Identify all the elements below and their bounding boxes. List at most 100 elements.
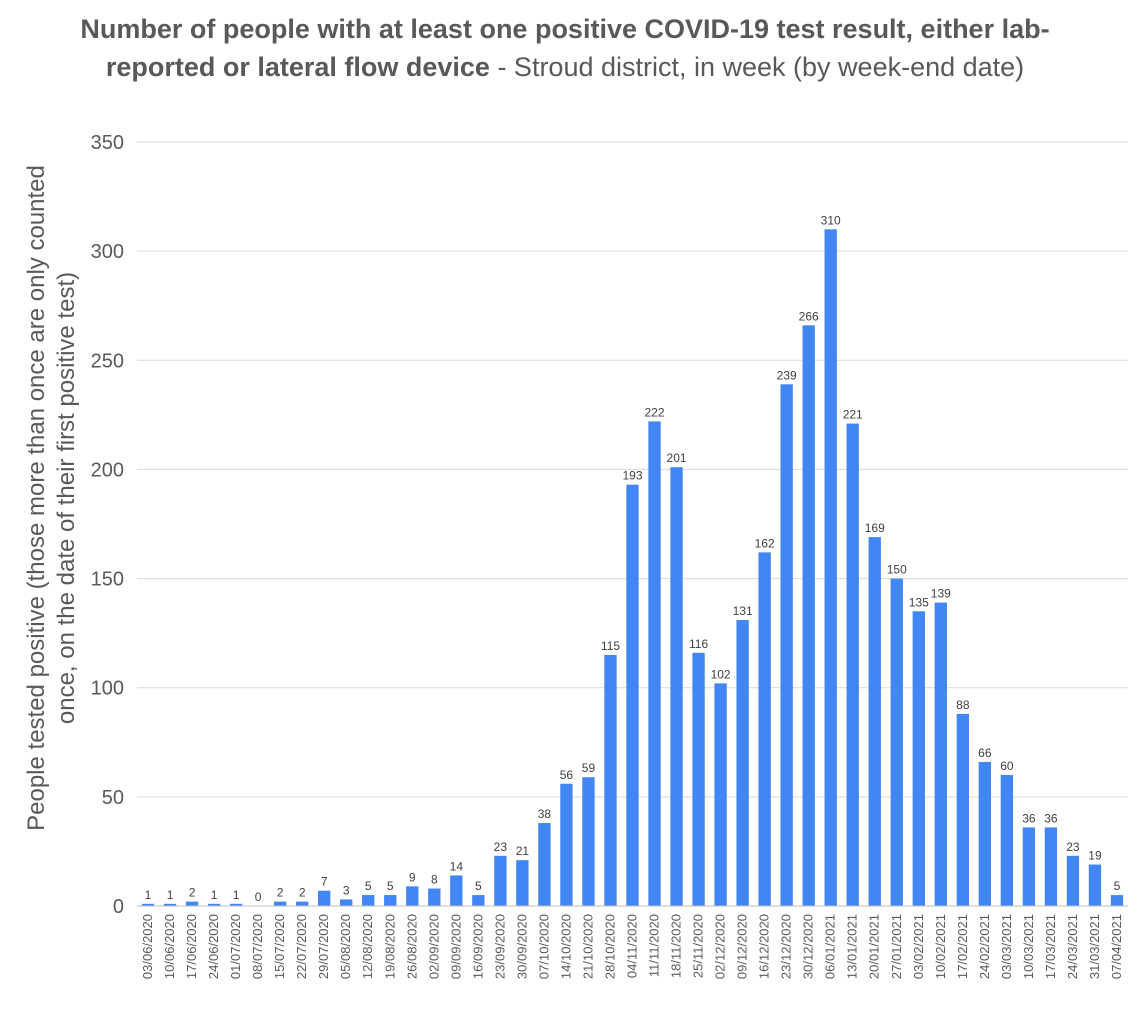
data-label: 36 (1022, 811, 1036, 825)
x-tick-label: 03/03/2021 (999, 914, 1014, 979)
data-label: 21 (516, 844, 530, 858)
bar (450, 875, 463, 906)
x-tick-label: 21/10/2020 (580, 914, 595, 979)
x-tick-label: 10/02/2021 (933, 914, 948, 979)
x-tick-label: 11/11/2020 (647, 914, 662, 977)
y-tick-label: 150 (91, 569, 124, 591)
data-label: 8 (431, 873, 438, 887)
y-axis-label-line-2: once, on the date of their first positiv… (53, 272, 80, 724)
bar (714, 683, 727, 906)
bar (340, 899, 353, 906)
x-tick-label: 30/09/2020 (514, 914, 529, 979)
data-label: 5 (387, 879, 394, 893)
x-tick-label: 25/11/2020 (691, 914, 706, 978)
y-tick-label: 0 (113, 896, 124, 918)
bar (185, 901, 199, 906)
bar (207, 903, 221, 906)
bar (802, 325, 815, 906)
data-label: 116 (689, 637, 708, 651)
bar (890, 578, 903, 906)
x-tick-label: 02/12/2020 (713, 914, 728, 979)
bar (494, 855, 507, 906)
data-label: 0 (255, 890, 262, 904)
x-tick-label: 02/09/2020 (426, 914, 441, 979)
bar (1044, 827, 1058, 906)
data-label: 2 (189, 886, 196, 900)
data-label: 169 (865, 521, 885, 535)
bar (273, 901, 287, 906)
bar (582, 777, 595, 906)
bar (296, 901, 309, 906)
data-label: 9 (409, 870, 416, 884)
y-tick-label: 50 (102, 787, 124, 809)
data-label: 1 (145, 888, 152, 902)
bar (956, 713, 969, 906)
x-tick-label: 13/01/2021 (845, 914, 860, 979)
bar (1022, 827, 1036, 906)
x-tick-label: 16/12/2020 (757, 914, 772, 979)
data-label: 102 (711, 667, 731, 681)
data-label: 2 (277, 886, 284, 900)
x-tick-label: 30/12/2020 (801, 914, 816, 979)
x-tick-label: 28/10/2020 (602, 914, 617, 979)
bar (1000, 775, 1014, 906)
x-tick-label: 08/07/2020 (250, 914, 265, 979)
chart-title: Number of people with at least one posit… (60, 10, 1070, 86)
bar (384, 895, 397, 906)
x-tick-label: 01/07/2020 (228, 914, 243, 979)
x-tick-label: 07/04/2021 (1109, 914, 1124, 979)
x-tick-label: 10/06/2020 (162, 914, 177, 979)
bar (538, 823, 551, 906)
data-label: 221 (843, 408, 863, 422)
x-tick-label: 23/09/2020 (492, 914, 507, 979)
data-label: 201 (667, 451, 687, 465)
bar (736, 620, 749, 906)
data-label: 1 (233, 888, 240, 902)
x-tick-label: 14/10/2020 (558, 914, 573, 979)
y-tick-label: 350 (91, 132, 124, 154)
data-label: 38 (538, 807, 552, 821)
bar (912, 611, 925, 906)
data-label: 139 (931, 587, 951, 601)
bar (406, 886, 419, 906)
x-tick-label: 17/02/2021 (955, 914, 970, 979)
bar (692, 652, 705, 906)
x-tick-label: 22/07/2020 (294, 914, 309, 979)
x-tick-label: 23/12/2020 (779, 914, 794, 979)
bar (934, 602, 947, 906)
x-tick-label: 12/08/2020 (360, 914, 375, 979)
data-label: 7 (321, 875, 328, 889)
y-tick-label: 300 (91, 241, 124, 263)
data-label: 3 (343, 883, 350, 897)
data-label: 19 (1088, 849, 1102, 863)
data-label: 1 (211, 888, 218, 902)
data-label: 66 (978, 746, 992, 760)
data-label: 23 (494, 840, 508, 854)
bar (428, 888, 441, 906)
x-tick-label: 20/01/2021 (867, 914, 882, 979)
x-tick-label: 15/07/2020 (272, 914, 287, 979)
bar (626, 484, 639, 906)
x-tick-label: 10/03/2021 (1021, 914, 1036, 979)
data-label: 222 (645, 405, 665, 419)
x-tick-label: 19/08/2020 (382, 914, 397, 979)
data-label: 5 (365, 879, 372, 893)
y-tick-label: 100 (91, 678, 124, 700)
bar (560, 783, 573, 906)
x-tick-label: 27/01/2021 (889, 914, 904, 979)
bar (824, 229, 837, 907)
bar (1066, 855, 1080, 906)
x-tick-label: 05/08/2020 (338, 914, 353, 979)
bar (516, 860, 529, 906)
bar (648, 421, 661, 906)
data-label: 131 (733, 604, 753, 618)
x-tick-label: 24/02/2021 (977, 914, 992, 979)
data-label: 115 (601, 639, 620, 653)
x-tick-label: 09/09/2020 (448, 914, 463, 979)
data-label: 162 (755, 536, 775, 550)
y-axis-label-line-1: People tested positive (those more than … (23, 165, 50, 831)
y-axis-label: People tested positive (those more than … (23, 165, 80, 831)
x-axis-ticks: 03/06/2020 10/06/2020 17/06/2020 24/06/2020… (140, 914, 1124, 979)
